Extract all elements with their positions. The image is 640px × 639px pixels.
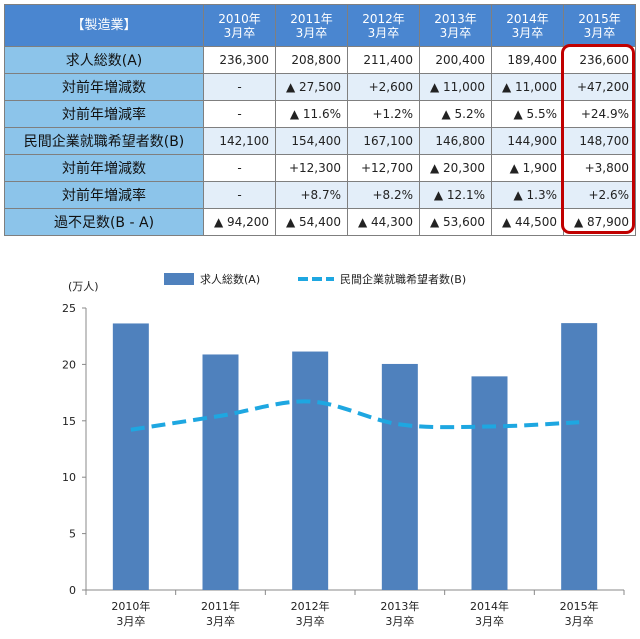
table-cell: +12,300 [275, 154, 348, 182]
table-cell: ▲ 53,600 [419, 208, 492, 236]
table-cell: ▲ 94,200 [203, 208, 276, 236]
y-tick-label: 10 [62, 471, 76, 484]
table-cell: ▲ 11,000 [491, 73, 564, 101]
table-cell: +2.6% [563, 181, 636, 209]
table-cell: +24.9% [563, 100, 636, 128]
legend-label-b: 民間企業就職希望者数(B) [340, 272, 466, 286]
bar [112, 323, 149, 590]
table-cell: ▲ 20,300 [419, 154, 492, 182]
table-cell: 154,400 [275, 127, 348, 155]
table-cell: 189,400 [491, 46, 564, 74]
row-label: 対前年増減数 [4, 154, 204, 182]
row-label: 民間企業就職希望者数(B) [4, 127, 204, 155]
bar [202, 354, 239, 590]
table-cell: +1.2% [347, 100, 420, 128]
table-cell: - [203, 100, 276, 128]
y-tick-label: 15 [62, 415, 76, 428]
table-cell: 211,400 [347, 46, 420, 74]
table-cell: ▲ 5.2% [419, 100, 492, 128]
data-table: 【製造業】 2010年 3月卒 2011年 3月卒 2012年 3月卒 2013年 3月卒 20… [4, 4, 636, 236]
table-column-header: 2014年 3月卒 [491, 4, 564, 47]
legend-swatch-bars [164, 273, 194, 285]
table-header-row: 【製造業】 2010年 3月卒 2011年 3月卒 2012年 3月卒 2013年 3月卒 20… [4, 4, 636, 47]
bar [292, 351, 329, 590]
table-cell: 146,800 [419, 127, 492, 155]
table-cell: ▲ 1,900 [491, 154, 564, 182]
bar [381, 363, 418, 590]
table-row: 過不足数(B - A) ▲ 94,200 ▲ 54,400 ▲ 44,300 ▲ 53,… [4, 208, 636, 236]
chart: (万人) 0 5 10 15 20 25 2010年 3月卒 2011年 3月卒 2012年 3月卒 20… [62, 272, 625, 628]
x-tick-label: 2014年 3月卒 [470, 599, 509, 628]
table-cell: ▲ 44,300 [347, 208, 420, 236]
table-row: 民間企業就職希望者数(B) 142,100 154,400 167,100 146,80… [4, 127, 636, 155]
table-column-header: 2013年 3月卒 [419, 4, 492, 47]
table-cell: ▲ 27,500 [275, 73, 348, 101]
y-axis-unit-label: (万人) [68, 280, 99, 293]
y-tick-label: 5 [69, 528, 76, 541]
table-cell: 167,100 [347, 127, 420, 155]
table-cell: ▲ 54,400 [275, 208, 348, 236]
legend-label-a: 求人総数(A) [200, 272, 260, 286]
table-cell: ▲ 1.3% [491, 181, 564, 209]
table-cell: +8.2% [347, 181, 420, 209]
x-tick-label: 2013年 3月卒 [380, 599, 419, 628]
table-column-header: 2011年 3月卒 [275, 4, 348, 47]
bar [561, 323, 598, 590]
x-tick-label: 2010年 3月卒 [111, 599, 150, 628]
x-tick-label: 2011年 3月卒 [201, 599, 240, 628]
table-column-header: 2012年 3月卒 [347, 4, 420, 47]
y-tick-label: 25 [62, 302, 76, 315]
row-label: 対前年増減率 [4, 100, 204, 128]
table-cell: +3,800 [563, 154, 636, 182]
x-tick-label: 2012年 3月卒 [291, 599, 330, 628]
table-cell: +12,700 [347, 154, 420, 182]
y-tick-label: 0 [69, 584, 76, 597]
table-cell: ▲ 11,000 [419, 73, 492, 101]
table-cell: ▲ 12.1% [419, 181, 492, 209]
table-cell: 236,300 [203, 46, 276, 74]
table-cell: +8.7% [275, 181, 348, 209]
row-label: 過不足数(B - A) [4, 208, 204, 236]
table-cell: - [203, 154, 276, 182]
row-label: 対前年増減率 [4, 181, 204, 209]
table-cell: 148,700 [563, 127, 636, 155]
table-row: 対前年増減数 - ▲ 27,500 +2,600 ▲ 11,000 ▲ 11,000 +47… [4, 73, 636, 101]
table-cell: +2,600 [347, 73, 420, 101]
table-column-header: 2015年 3月卒 [563, 4, 636, 47]
table-cell: 208,800 [275, 46, 348, 74]
table-cell: - [203, 73, 276, 101]
bar [471, 376, 508, 590]
table-corner-header: 【製造業】 [4, 4, 204, 47]
x-tick-label: 2015年 3月卒 [560, 599, 599, 628]
row-label: 対前年増減数 [4, 73, 204, 101]
table-row: 求人総数(A) 236,300 208,800 211,400 200,400 189,4… [4, 46, 636, 74]
table-cell: - [203, 181, 276, 209]
table-cell: ▲ 44,500 [491, 208, 564, 236]
y-tick-label: 20 [62, 358, 76, 371]
table-cell: ▲ 87,900 [563, 208, 636, 236]
table-cell: 236,600 [563, 46, 636, 74]
table-row: 対前年増減率 - ▲ 11.6% +1.2% ▲ 5.2% ▲ 5.5% +24.9% [4, 100, 636, 128]
table-row: 対前年増減率 - +8.7% +8.2% ▲ 12.1% ▲ 1.3% +2.6% [4, 181, 636, 209]
table-cell: 200,400 [419, 46, 492, 74]
row-label: 求人総数(A) [4, 46, 204, 74]
table-cell: 142,100 [203, 127, 276, 155]
line-series-b [130, 399, 580, 432]
table-cell: ▲ 5.5% [491, 100, 564, 128]
table-row: 対前年増減数 - +12,300 +12,700 ▲ 20,300 ▲ 1,900 +3,8… [4, 154, 636, 182]
table-cell: ▲ 11.6% [275, 100, 348, 128]
table-cell: 144,900 [491, 127, 564, 155]
table-column-header: 2010年 3月卒 [203, 4, 276, 47]
table-cell: +47,200 [563, 73, 636, 101]
